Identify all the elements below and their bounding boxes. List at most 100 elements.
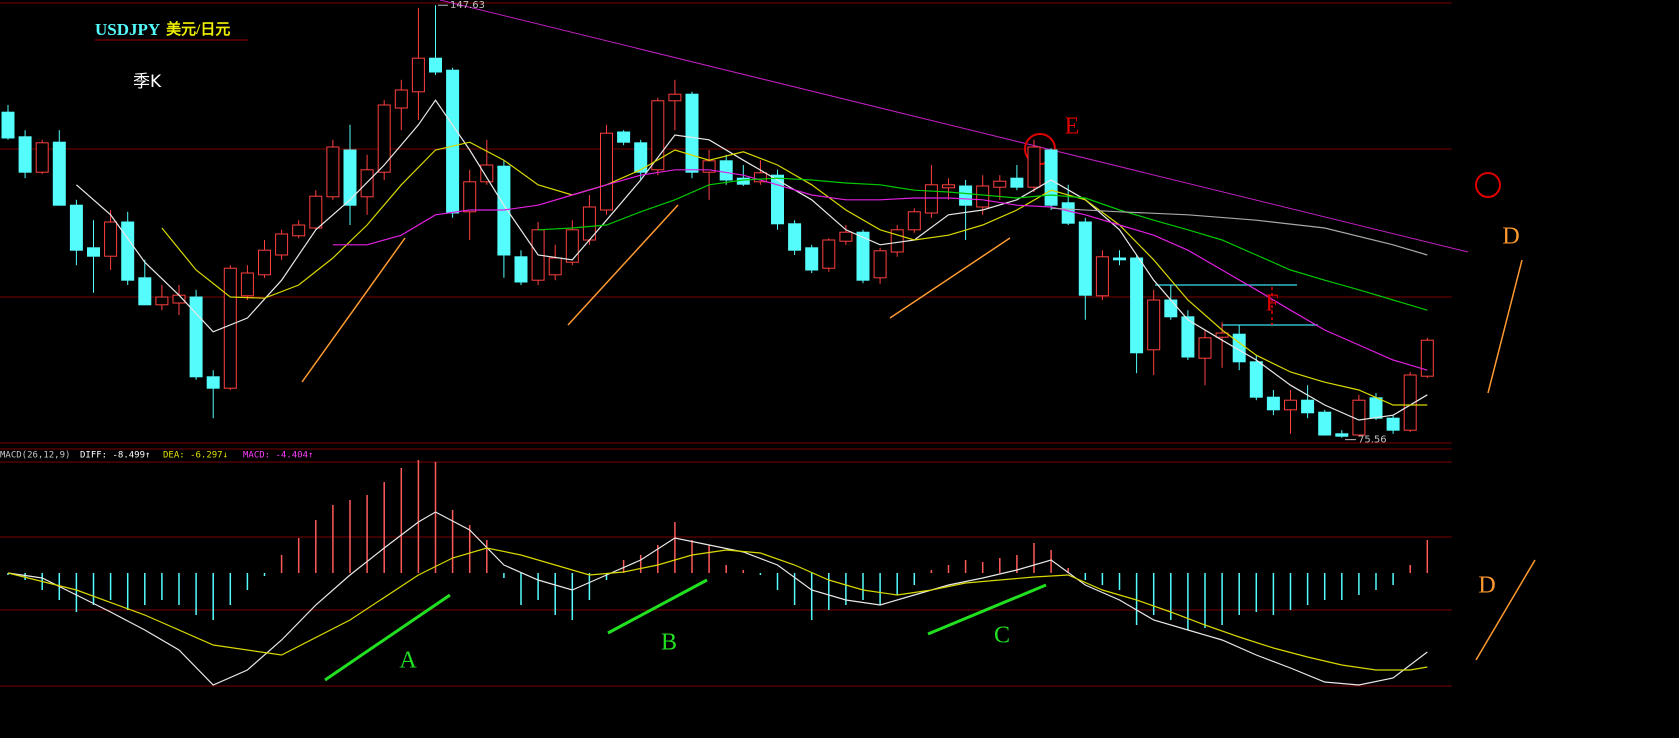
candle-body <box>1301 399 1315 414</box>
drawn-line <box>927 583 1047 636</box>
macd-bar <box>913 573 916 585</box>
macd-bar <box>451 510 454 573</box>
candle-body <box>18 136 32 173</box>
macd-bar <box>1101 573 1104 585</box>
candle-body <box>668 93 682 102</box>
candle-body <box>394 89 408 109</box>
candle-body <box>719 160 733 181</box>
candle-body <box>753 172 767 183</box>
macd-bar <box>1341 573 1343 600</box>
annotation: D <box>1478 573 1495 599</box>
macd-bar <box>554 573 556 615</box>
candle-body <box>1 111 15 139</box>
macd-bar <box>229 573 232 605</box>
candle-body <box>788 223 802 251</box>
candle-body <box>942 184 955 189</box>
candle-body <box>924 184 938 214</box>
macd-bar <box>1016 555 1018 573</box>
candle-body <box>240 272 254 297</box>
indicator-line <box>538 177 1428 311</box>
macd-bar <box>1306 573 1309 605</box>
annotation: E <box>1065 114 1080 140</box>
candle-body <box>1147 299 1161 351</box>
macd-bar <box>144 573 146 605</box>
macd-bar <box>315 520 317 573</box>
candle-body <box>873 250 887 279</box>
candle-body <box>1113 257 1126 261</box>
macd-bar <box>178 573 180 605</box>
candle-body <box>1044 149 1058 206</box>
candle-body <box>907 211 921 231</box>
macd-bar <box>879 573 881 605</box>
candle-body <box>223 267 237 389</box>
macd-bar <box>537 573 539 600</box>
indicator-line <box>1051 207 1428 256</box>
macd-bar <box>964 560 967 573</box>
candle-body <box>326 146 340 198</box>
macd-bar <box>571 573 574 620</box>
candle-body <box>429 57 442 73</box>
macd-bar <box>622 560 625 573</box>
macd-bar <box>1187 573 1189 630</box>
candle-body <box>976 185 990 208</box>
macd-bar <box>1238 573 1240 615</box>
candle-body <box>1095 256 1109 297</box>
candle-body <box>463 181 477 213</box>
macd-bar <box>639 555 642 573</box>
macd-bar <box>742 570 745 573</box>
macd-bar <box>383 482 385 573</box>
candle-body <box>343 149 357 206</box>
macd-bar <box>263 573 266 576</box>
candle-body <box>1420 339 1434 377</box>
readout: DEA: -6.297↓ <box>163 451 228 461</box>
macd-bar <box>280 555 283 573</box>
macd-bar <box>520 573 522 605</box>
annotation: B <box>661 630 677 656</box>
candle-body <box>411 57 425 93</box>
candle-body <box>292 224 306 237</box>
candle-body <box>138 277 152 306</box>
macd-bar <box>708 545 710 573</box>
candle-body <box>275 233 289 256</box>
drawn-line <box>1475 559 1536 661</box>
candle-body <box>121 221 135 281</box>
macd-bar <box>212 573 214 620</box>
candle-body <box>1130 257 1144 354</box>
macd-bar <box>862 573 864 600</box>
macd-bar <box>400 468 403 573</box>
candle-body <box>1403 374 1417 431</box>
candle-body <box>514 256 528 283</box>
candle-body <box>1164 299 1178 318</box>
candle-body <box>1010 177 1024 188</box>
macd-bar <box>725 565 727 573</box>
macd-bar <box>810 573 813 620</box>
macd-bar <box>1409 565 1411 573</box>
macd-bar <box>674 522 676 573</box>
macd-bar <box>1135 573 1138 625</box>
macd-bar <box>468 525 471 573</box>
candle-body <box>565 229 579 263</box>
candle-body <box>548 257 562 276</box>
macd-bar <box>588 573 591 600</box>
candle-body <box>822 239 836 269</box>
candle-body <box>69 204 83 251</box>
macd-bar <box>1067 568 1069 573</box>
candle-body <box>480 164 494 183</box>
candle-body <box>600 132 613 211</box>
macd-bar <box>1375 573 1377 590</box>
macd-bar <box>776 573 779 590</box>
symbol-name: 美元/日元 <box>166 20 230 38</box>
readout: MACD(26,12,9) <box>0 451 70 461</box>
annotation: A <box>399 648 417 674</box>
macd-bar <box>947 565 950 573</box>
macd-bar <box>75 573 78 612</box>
candle-body <box>839 231 853 242</box>
symbol: USDJPY <box>95 20 160 39</box>
candle-body <box>446 69 460 214</box>
drawn-line <box>607 578 708 635</box>
macd-bar <box>981 562 984 573</box>
plot-area: 147.63 75.56 E F D MACD(26,12,9) DIFF: -8.499↑… <box>0 0 1520 686</box>
macd-bar <box>657 545 659 573</box>
